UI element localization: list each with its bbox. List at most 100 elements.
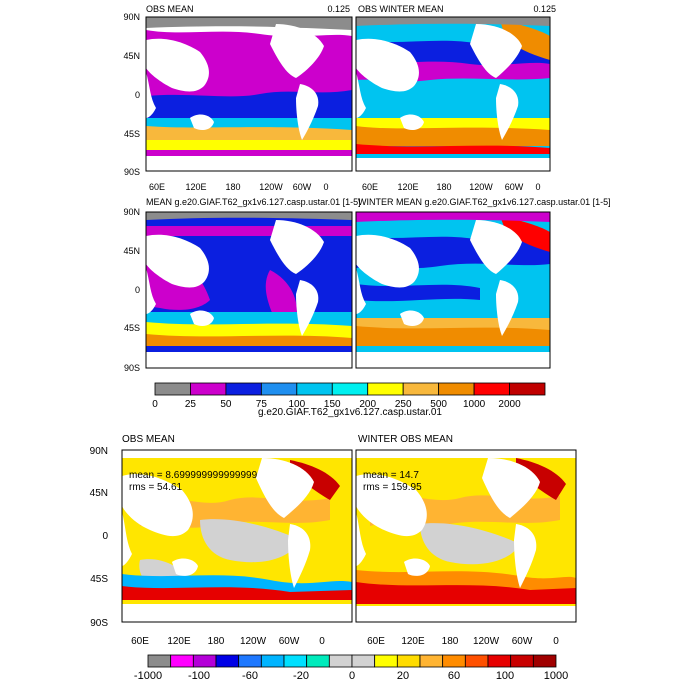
x-tick-label: 180 bbox=[208, 636, 225, 647]
colorbar-label: 20 bbox=[397, 670, 409, 682]
x-tick-label: 180 bbox=[436, 182, 451, 192]
y-tick-label: 0 bbox=[135, 285, 140, 295]
colorbar-label: 250 bbox=[395, 399, 412, 410]
colorbar-cell bbox=[396, 654, 421, 668]
map-frame bbox=[355, 16, 551, 172]
y-tick-label: 90N bbox=[123, 12, 140, 22]
y-tick-label: 0 bbox=[102, 531, 108, 542]
land-north-america bbox=[482, 458, 540, 518]
ocean-band-east-pacific bbox=[265, 270, 297, 322]
colorbar-label: 100 bbox=[288, 399, 305, 410]
y-tick-label: 90N bbox=[90, 446, 108, 457]
land-north-america bbox=[270, 220, 324, 274]
land-antarctica bbox=[356, 158, 550, 171]
x-tick-label: 0 bbox=[319, 636, 325, 647]
panel-model-mean: MEAN g.e20.GIAF.T62_gx1v6.127.casp.ustar… bbox=[123, 197, 360, 373]
y-tick-label: 90S bbox=[124, 363, 140, 373]
ocean-band-south bbox=[146, 312, 352, 326]
ocean-band-north-atlantic bbox=[500, 216, 550, 252]
x-tick-label: 120E bbox=[185, 182, 206, 192]
colorbar-labels: 0 25 50 75 100 150 200 250 500 1000 2000 bbox=[152, 399, 521, 410]
colorbar-top: 0 25 50 75 100 150 200 250 500 1000 2000 g.e20.GIA… bbox=[152, 382, 546, 418]
y-tick-label: 45S bbox=[124, 129, 140, 139]
x-tick-label: 60W bbox=[505, 182, 524, 192]
colorbar-cell bbox=[532, 654, 557, 668]
panel-right-label: 0.125 bbox=[327, 4, 350, 14]
y-tick-label: 45N bbox=[123, 51, 140, 61]
x-tick-labels: 60E 120E 180 120W 60W 0 bbox=[362, 182, 541, 192]
colorbar-cell bbox=[374, 654, 398, 668]
colorbar-cell bbox=[331, 382, 369, 396]
land-south-america bbox=[296, 280, 319, 336]
land-eurasia bbox=[146, 234, 209, 288]
x-tick-label: 0 bbox=[535, 182, 540, 192]
land-arctic bbox=[122, 450, 352, 458]
colorbar-cell bbox=[464, 654, 489, 668]
land-north-america bbox=[270, 24, 324, 78]
colorbar-label: 150 bbox=[324, 399, 341, 410]
panel-diff-winter-mean: WINTER OBS MEAN mean = 14.7 rms = 159.95… bbox=[355, 434, 577, 647]
land-eurasia bbox=[122, 473, 193, 537]
panel-right-label: 0.125 bbox=[533, 4, 556, 14]
field-grey-patches bbox=[420, 523, 520, 565]
ocean-band-tropics bbox=[356, 284, 480, 302]
y-tick-labels: 90N 45N 0 45S 90S bbox=[123, 207, 140, 373]
panel-obs-winter-mean: OBS WINTER MEAN 0.125 60E 120E 180 120W … bbox=[355, 4, 556, 192]
colorbar-cell bbox=[190, 382, 227, 396]
land-north-america bbox=[256, 458, 314, 518]
x-tick-label: 120W bbox=[473, 636, 500, 647]
x-tick-label: 120W bbox=[469, 182, 493, 192]
land-australia bbox=[404, 558, 430, 576]
y-tick-labels: 90N 45N 0 45S 90S bbox=[90, 446, 109, 629]
land-australia bbox=[190, 114, 214, 130]
colorbar-cell bbox=[473, 382, 510, 396]
y-tick-label: 45N bbox=[123, 246, 140, 256]
x-tick-label: 60E bbox=[362, 182, 378, 192]
colorbar-label: 1000 bbox=[463, 399, 486, 410]
colorbar-cell bbox=[328, 654, 353, 668]
colorbar-cell bbox=[283, 654, 308, 668]
field-north-atlantic bbox=[516, 458, 566, 500]
colorbar-caption: g.e20.GIAF.T62_gx1v6.127.casp.ustar.01 bbox=[258, 407, 442, 418]
land-africa bbox=[356, 268, 366, 314]
x-tick-labels: 60E 120E 180 120W 60W 0 bbox=[367, 636, 559, 647]
colorbar-cell bbox=[225, 382, 262, 396]
colorbar-label: 500 bbox=[430, 399, 447, 410]
colorbar-cell bbox=[487, 654, 512, 668]
missing-arctic bbox=[356, 17, 550, 26]
field-southern-red bbox=[122, 586, 352, 600]
land-antarctica bbox=[146, 352, 352, 368]
panel-title: OBS WINTER MEAN bbox=[358, 4, 444, 14]
colorbar-label: 200 bbox=[359, 399, 376, 410]
land-antarctica bbox=[356, 606, 576, 622]
colorbar-cell bbox=[438, 382, 475, 396]
land-australia bbox=[400, 310, 424, 326]
y-tick-label: 45S bbox=[90, 574, 108, 585]
panel-title: WINTER MEAN g.e20.GIAF.T62_gx1v6.127.cas… bbox=[358, 197, 611, 207]
x-tick-label: 60E bbox=[149, 182, 165, 192]
map-frame bbox=[121, 449, 353, 623]
land-africa bbox=[146, 268, 156, 314]
ocean-band-circumpolar bbox=[146, 334, 352, 346]
colorbar-label: 0 bbox=[349, 670, 355, 682]
ocean-band-north-atlantic bbox=[500, 20, 550, 60]
colorbar-cell bbox=[260, 654, 285, 668]
y-tick-label: 90N bbox=[123, 207, 140, 217]
colorbar-cell bbox=[296, 382, 333, 396]
x-tick-label: 180 bbox=[225, 182, 240, 192]
map-frame bbox=[355, 449, 577, 623]
x-tick-label: 60E bbox=[367, 636, 385, 647]
land-australia bbox=[190, 310, 214, 326]
land-africa bbox=[122, 512, 132, 566]
land-australia bbox=[172, 558, 198, 576]
field-southern-red bbox=[356, 582, 576, 604]
ocean-band-circumpolar bbox=[356, 144, 550, 154]
y-tick-label: 45N bbox=[90, 488, 108, 499]
land-antarctica bbox=[122, 604, 352, 622]
y-tick-label: 90S bbox=[90, 618, 108, 629]
panel-title: OBS MEAN bbox=[146, 4, 194, 14]
panel-obs-mean: OBS MEAN 0.125 90N 45N 0 45S 90S bbox=[123, 4, 353, 192]
x-tick-label: 120W bbox=[259, 182, 283, 192]
colorbar-cell bbox=[170, 654, 194, 668]
